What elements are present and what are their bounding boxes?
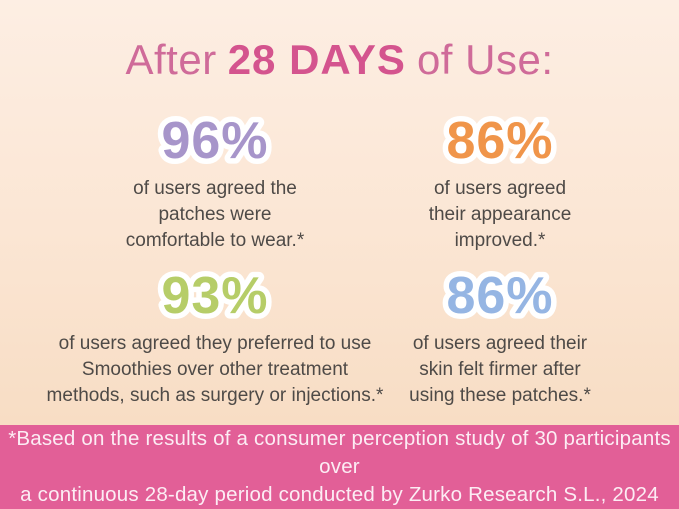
stat-comfortable-to-wear: 96% of users agreed the patches were com… (0, 108, 430, 254)
stat-description: of users agreed their skin felt firmer a… (330, 331, 670, 409)
stat-description: of users agreed their appearance improve… (330, 176, 670, 254)
stat-description: of users agreed the patches were comfort… (0, 176, 430, 254)
stat-appearance-improved: 86% of users agreed their appearance imp… (330, 108, 670, 254)
stat-description-line: of users agreed (433, 178, 567, 199)
stat-description-line: their appearance (428, 204, 572, 225)
stat-skin-firmer: 86% of users agreed their skin felt firm… (330, 263, 670, 409)
disclaimer-line: a continuous 28-day period conducted by … (20, 483, 659, 506)
stat-description-line: of users agreed their (412, 333, 588, 354)
stat-description-line: using these patches.* (409, 385, 591, 406)
title-suffix: of Use: (416, 36, 554, 83)
stat-value-86-appearance: 86% (446, 112, 553, 170)
disclaimer-bar: *Based on the results of a consumer perc… (0, 425, 679, 509)
stat-description-line: methods, such as surgery or injections.* (46, 385, 384, 406)
stat-description-line: of users agreed the (133, 178, 297, 199)
stat-value-93: 93% (161, 267, 268, 325)
stat-description-line: Smoothies over other treatment (81, 359, 349, 380)
stat-value-86-firmer: 86% (446, 267, 553, 325)
stat-value-bubble: 86% (441, 263, 558, 325)
stat-value-bubble: 96% (156, 108, 273, 170)
stat-value-bubble: 86% (441, 108, 558, 170)
stat-description: of users agreed they preferred to use Sm… (0, 331, 430, 409)
stat-value-96: 96% (161, 112, 268, 170)
stat-description-line: of users agreed they preferred to use (58, 333, 372, 354)
stat-description-line: improved.* (454, 230, 546, 251)
page-title: After 28 DAYS of Use: (0, 36, 679, 84)
disclaimer-line: *Based on the results of a consumer perc… (8, 427, 671, 478)
stat-description-line: patches were (158, 204, 272, 225)
title-highlight-28-days: 28 DAYS (227, 36, 406, 83)
stat-preferred-smoothies: 93% of users agreed they preferred to us… (0, 263, 430, 409)
stat-description-line: comfortable to wear.* (125, 230, 305, 251)
title-prefix: After (125, 36, 217, 83)
stat-description-line: skin felt firmer after (419, 359, 581, 380)
stat-value-bubble: 93% (156, 263, 273, 325)
